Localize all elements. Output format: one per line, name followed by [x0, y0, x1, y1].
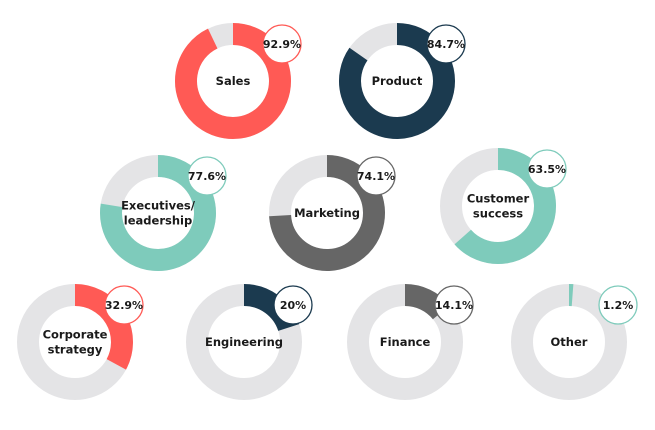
donut-center-label: Product — [372, 74, 423, 88]
donut-center-label: Finance — [380, 335, 431, 349]
donut-center-label: Engineering — [205, 335, 283, 349]
value-badge — [262, 24, 302, 64]
value-badge-label: 20% — [280, 299, 306, 312]
value-badge-label: 32.9% — [105, 299, 143, 312]
donut-center-label: Executives/ — [121, 199, 196, 213]
donut-center-label: Corporate — [43, 328, 108, 342]
donut-finance: Finance 14.1% — [347, 284, 474, 400]
donut-center-label: strategy — [48, 343, 103, 357]
value-badge-label: 77.6% — [188, 170, 226, 183]
value-badge-label: 74.1% — [357, 170, 395, 183]
value-badge — [434, 285, 474, 325]
value-badge-label: 84.7% — [427, 38, 465, 51]
value-badge-label: 92.9% — [263, 38, 301, 51]
value-badge — [527, 149, 567, 189]
donut-marketing: Marketing 74.1% — [269, 155, 396, 271]
donut-center-label: Customer — [467, 192, 530, 206]
donut-sales: Sales 92.9% — [175, 23, 302, 139]
value-badge — [187, 156, 227, 196]
value-badge-label: 1.2% — [603, 299, 634, 312]
donut-center-label: Other — [551, 335, 588, 349]
donut-executives-leadership: Executives/leadership 77.6% — [100, 155, 227, 271]
value-badge — [356, 156, 396, 196]
donut-other: Other 1.2% — [511, 284, 638, 400]
donut-center-label: leadership — [124, 214, 192, 228]
value-badge — [426, 24, 466, 64]
value-badge — [598, 285, 638, 325]
donut-product: Product 84.7% — [339, 23, 466, 139]
value-badge — [273, 285, 313, 325]
donut-center-label: Sales — [216, 74, 251, 88]
value-badge — [104, 285, 144, 325]
value-badge-label: 14.1% — [435, 299, 473, 312]
donut-center-label: success — [473, 207, 523, 221]
donut-center-label: Marketing — [294, 206, 360, 220]
value-badge-label: 63.5% — [528, 163, 566, 176]
donut-engineering: Engineering 20% — [186, 284, 313, 400]
donut-value-arc — [454, 148, 556, 264]
